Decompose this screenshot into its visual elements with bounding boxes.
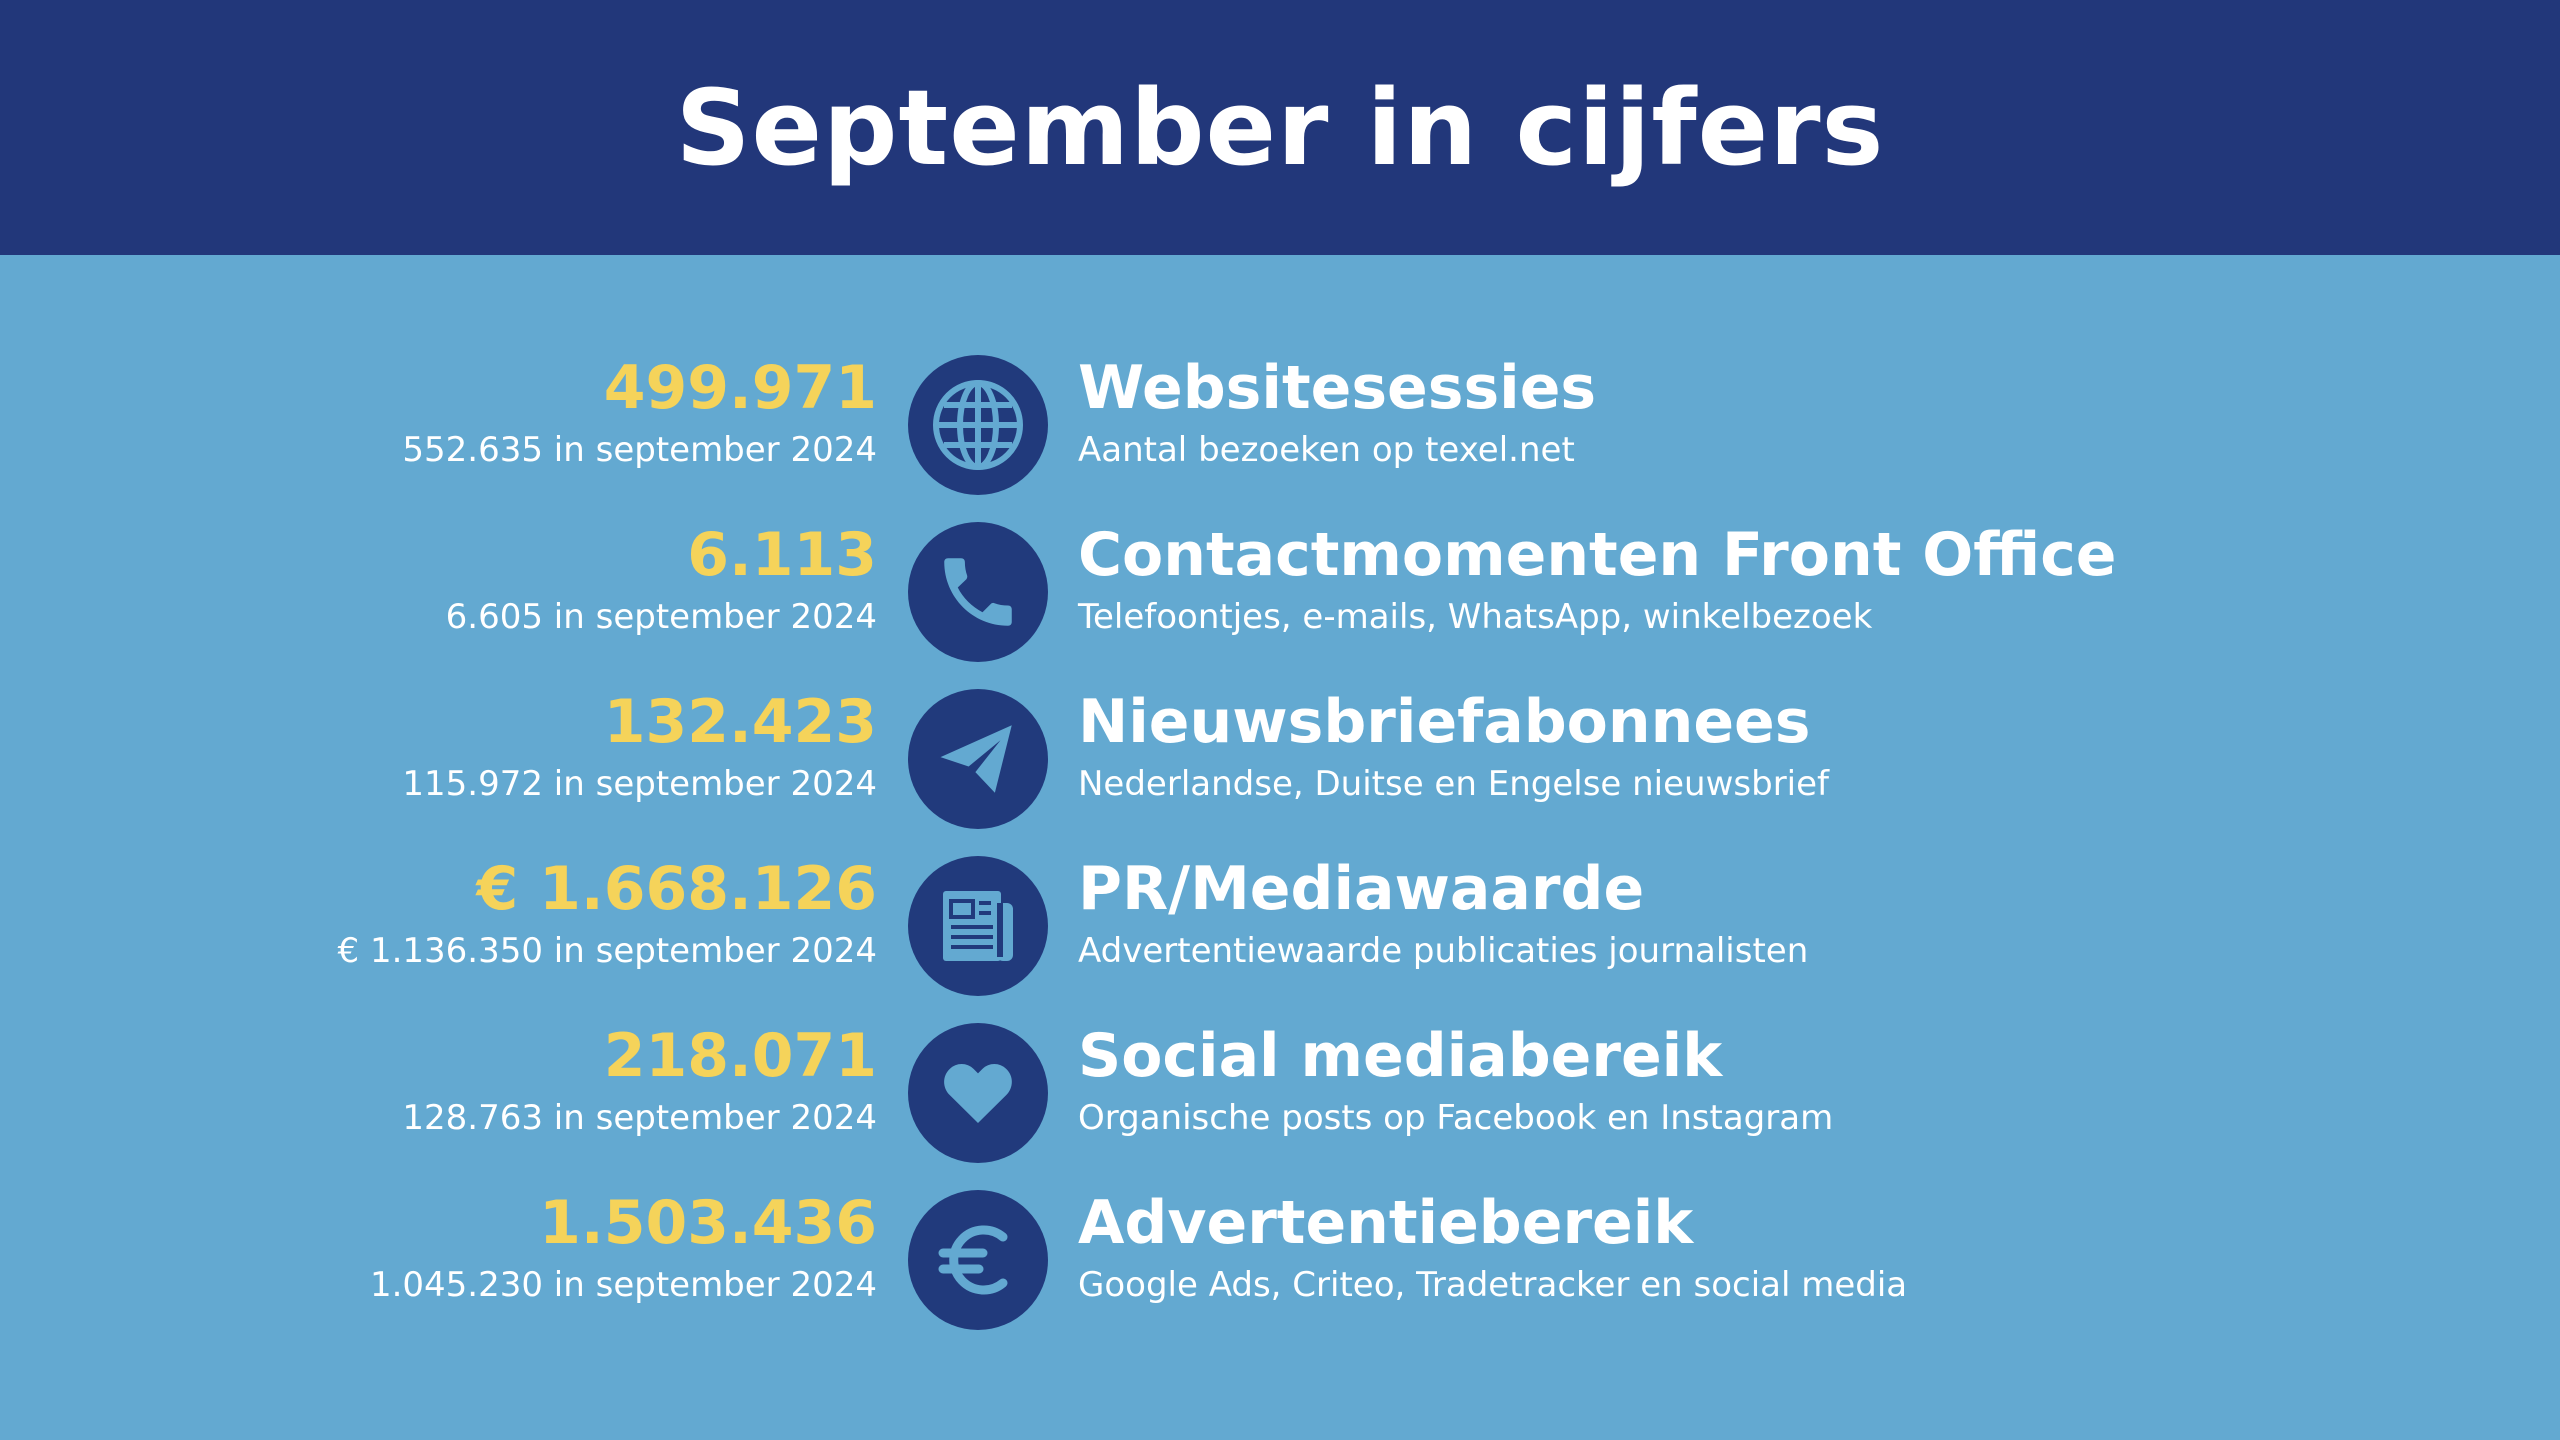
stat-label: Social mediabereik xyxy=(1078,1021,1723,1091)
globe-icon xyxy=(908,355,1048,495)
stat-previous: € 1.136.350 in september 2024 xyxy=(337,931,877,971)
euro-icon xyxy=(908,1190,1048,1330)
stat-row-nieuwsbrief: 132.423 115.972 in september 2024 Nieuwsb… xyxy=(0,684,2560,834)
stat-row-websitesessies: 499.971 552.635 in september 2024 Website… xyxy=(0,350,2560,500)
stat-label: PR/Mediawaarde xyxy=(1078,854,1645,924)
stat-description: Nederlandse, Duitse en Engelse nieuwsbri… xyxy=(1078,764,1830,804)
stat-row-pr-mediawaarde: € 1.668.126 € 1.136.350 in september 2024… xyxy=(0,851,2560,1001)
stat-label: Advertentiebereik xyxy=(1078,1188,1694,1258)
heart-icon xyxy=(908,1023,1048,1163)
page-title: September in cijfers xyxy=(675,66,1885,189)
stat-label: Websitesessies xyxy=(1078,353,1597,423)
stat-previous: 115.972 in september 2024 xyxy=(402,764,877,804)
stat-description: Google Ads, Criteo, Tradetracker en soci… xyxy=(1078,1265,1908,1305)
stat-label: Nieuwsbriefabonnees xyxy=(1078,687,1811,757)
stat-value: 132.423 xyxy=(603,687,877,757)
stat-previous: 6.605 in september 2024 xyxy=(445,597,877,637)
stat-value: 1.503.436 xyxy=(539,1188,877,1258)
header: September in cijfers xyxy=(0,0,2560,255)
stat-description: Telefoontjes, e-mails, WhatsApp, winkelb… xyxy=(1078,597,1873,637)
paper-plane-icon xyxy=(908,689,1048,829)
phone-icon xyxy=(908,522,1048,662)
stat-row-social-mediabereik: 218.071 128.763 in september 2024 Social … xyxy=(0,1018,2560,1168)
stat-previous: 128.763 in september 2024 xyxy=(402,1098,877,1138)
stat-previous: 552.635 in september 2024 xyxy=(402,430,877,470)
stat-value: 218.071 xyxy=(603,1021,877,1091)
stat-row-contactmomenten: 6.113 6.605 in september 2024 Contactmome… xyxy=(0,517,2560,667)
stat-description: Advertentiewaarde publicaties journalist… xyxy=(1078,931,1809,971)
stat-value: 6.113 xyxy=(687,520,877,590)
stat-value: 499.971 xyxy=(603,353,877,423)
stat-description: Aantal bezoeken op texel.net xyxy=(1078,430,1575,470)
stat-previous: 1.045.230 in september 2024 xyxy=(369,1265,877,1305)
stat-label: Contactmomenten Front Office xyxy=(1078,520,2117,590)
stat-description: Organische posts op Facebook en Instagra… xyxy=(1078,1098,1834,1138)
stat-row-advertentiebereik: 1.503.436 1.045.230 in september 2024 Adv… xyxy=(0,1185,2560,1335)
stat-value: € 1.668.126 xyxy=(476,854,877,924)
newspaper-icon xyxy=(908,856,1048,996)
